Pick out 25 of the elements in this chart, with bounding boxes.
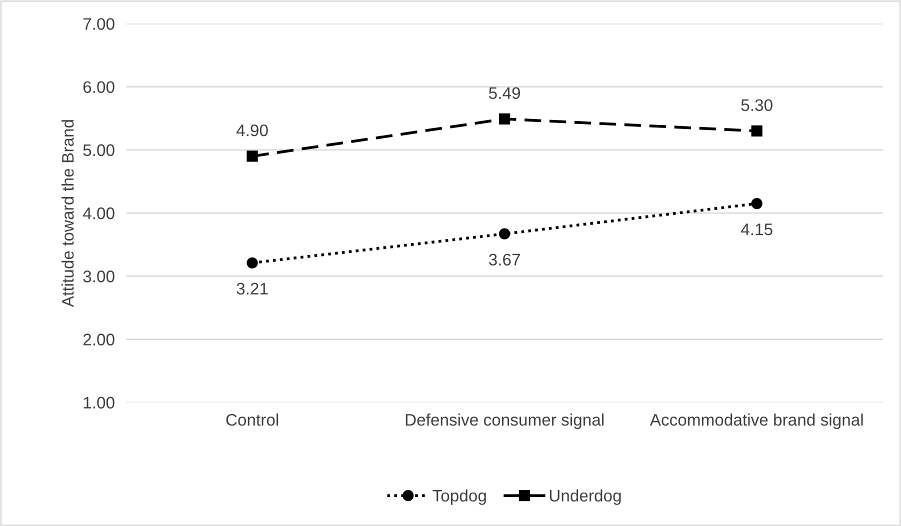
y-tick-label: 1.00	[84, 396, 114, 409]
x-tick-label: Control	[226, 414, 278, 426]
point	[246, 150, 258, 162]
data-label: 5.49	[489, 87, 520, 100]
y-tick-label: 7.00	[83, 18, 114, 30]
x-tick-label: Defensive consumer signal	[406, 414, 604, 430]
y-axis-title: Attitude toward the Brand	[62, 120, 74, 308]
point	[751, 198, 762, 210]
data-label: 3.67	[488, 254, 520, 266]
y-tick-label: 3.00	[83, 270, 114, 282]
data-label: 4.15	[741, 224, 772, 236]
point	[499, 113, 510, 125]
x-tick-label: Accommodative brand signal	[650, 414, 863, 430]
legend-label: Underdog	[550, 489, 621, 505]
data-label: 5.30	[741, 99, 772, 112]
point	[499, 228, 510, 240]
data-label: 3.21	[236, 282, 268, 295]
legend-label: Topdog	[432, 489, 486, 505]
y-tick-label: 6.00	[83, 81, 114, 93]
point	[246, 257, 258, 268]
y-tick-label: 2.00	[83, 334, 114, 346]
data-label: 4.90	[236, 124, 268, 136]
point	[751, 125, 762, 137]
y-tick-label: 5.00	[83, 144, 114, 156]
y-tick-label: 4.00	[82, 207, 114, 220]
